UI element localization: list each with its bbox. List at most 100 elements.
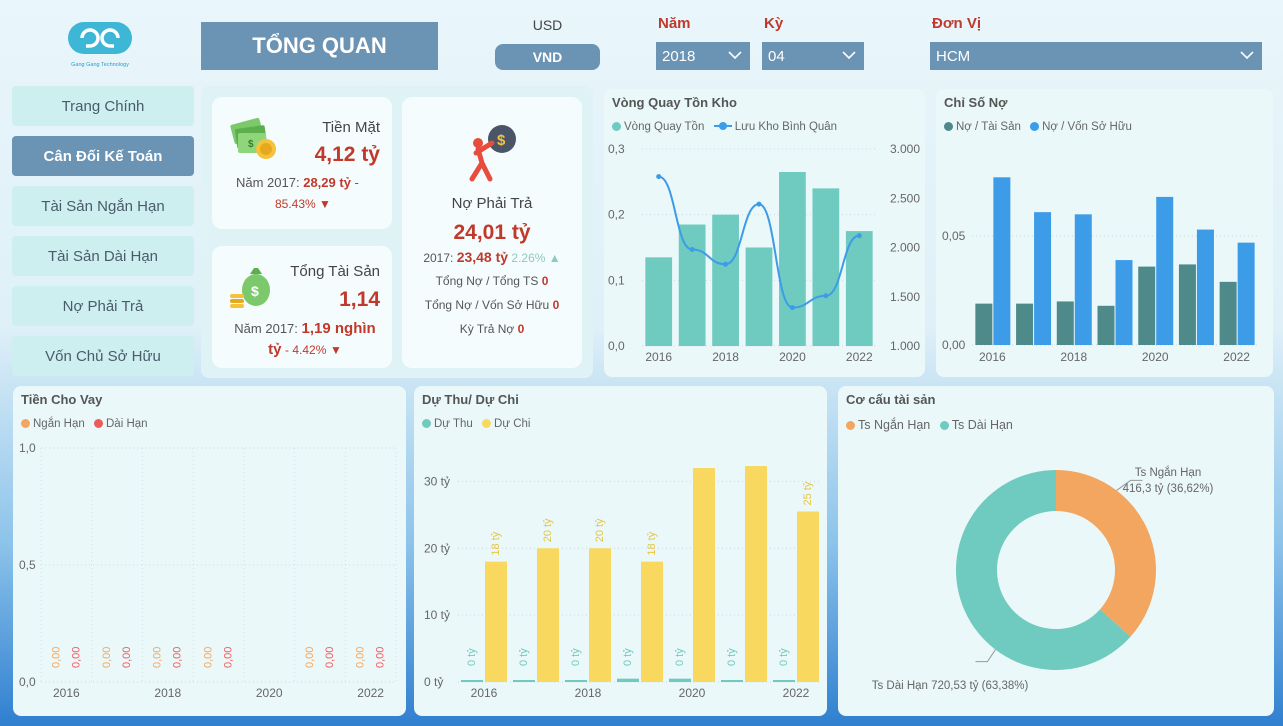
x-tick-label: 2022 bbox=[1223, 350, 1250, 364]
data-label: 0,00 bbox=[172, 647, 184, 668]
asset-structure-card: Cơ cấu tài sản Ts Ngắn Hạn Ts Dài Hạn Ts… bbox=[838, 386, 1274, 716]
chevron-down-icon bbox=[728, 51, 742, 60]
bar bbox=[461, 679, 483, 682]
bar bbox=[537, 548, 559, 682]
ratio-payment-period-value: 0 bbox=[517, 322, 525, 336]
chart-title: Vòng Quay Tồn Kho bbox=[612, 95, 737, 110]
down-arrow-icon: ▼ bbox=[330, 343, 342, 357]
bar bbox=[975, 303, 993, 345]
data-label: 0,00 bbox=[50, 647, 62, 668]
bar bbox=[641, 561, 663, 682]
asset-structure-chart: Ts Ngắn Hạn 416,3 tỷ (36,62%) Ts Dài Hạn 7… bbox=[872, 466, 1214, 692]
bar bbox=[812, 188, 840, 346]
y2-tick-label: 2.500 bbox=[890, 191, 920, 205]
legend-dot bbox=[422, 419, 431, 428]
revenue-expense-chart: 0 tỷ 10 tỷ 20 tỷ 30 tỷ 0 tỷ 0 tỷ 0 tỷ 0 tỷ 0 tỷ 0… bbox=[424, 466, 822, 700]
logo: Gang Gang Technology bbox=[60, 18, 140, 74]
x-tick-label: 2018 bbox=[575, 686, 602, 700]
nav-can-doi-ke-toan[interactable]: Cân Đối Kế Toán bbox=[12, 136, 194, 176]
debt-burden-icon: $ bbox=[469, 125, 516, 182]
data-label: 0,00 bbox=[152, 647, 164, 668]
nav-tai-san-dai-han[interactable]: Tài Sản Dài Hạn bbox=[12, 236, 194, 276]
legend-label: Nợ / Tài Sản bbox=[956, 121, 1021, 133]
bar bbox=[1156, 196, 1174, 345]
ratio-debt-equity: Tổng Nợ / Vốn Sở Hữu 0 bbox=[402, 298, 582, 312]
currency-usd-option[interactable]: USD bbox=[532, 17, 563, 33]
data-label: 0 tỷ bbox=[726, 648, 738, 666]
cash-change-line: 85.43% ▼ bbox=[275, 197, 331, 211]
line-point bbox=[789, 305, 795, 311]
debt-ratio-chart: 0,00 0,05 2016 2018 2020 2022 bbox=[942, 177, 1257, 364]
year-select[interactable]: 2018 bbox=[656, 42, 750, 70]
line-point bbox=[723, 261, 729, 267]
y-tick-label: 0,0 bbox=[608, 339, 625, 353]
period-label: Kỳ bbox=[764, 15, 784, 32]
nav-no-phai-tra[interactable]: Nợ Phải Trả bbox=[12, 286, 194, 326]
logo-text: Gang Gang Technology bbox=[71, 62, 129, 68]
legend-label: Vòng Quay Tồn bbox=[624, 121, 705, 133]
period-select[interactable]: 04 bbox=[762, 42, 864, 70]
bar bbox=[678, 224, 706, 346]
nav-tai-san-ngan-han[interactable]: Tài Sản Ngắn Hạn bbox=[12, 186, 194, 226]
currency-vnd-button[interactable]: VND bbox=[495, 44, 600, 70]
unit-select[interactable]: HCM bbox=[930, 42, 1262, 70]
svg-text:$: $ bbox=[248, 139, 254, 150]
inventory-turnover-card: Vòng Quay Tồn Kho Vòng Quay Tồn Lưu Kho … bbox=[604, 89, 925, 377]
legend-dot bbox=[612, 122, 621, 131]
page-title: TỔNG QUAN bbox=[201, 22, 438, 70]
nav-trang-chinh[interactable]: Trang Chính bbox=[12, 86, 194, 126]
cash-value: 4,12 tỷ bbox=[314, 143, 380, 166]
legend-label: Dài Hạn bbox=[106, 418, 148, 430]
x-tick-label: 2020 bbox=[256, 686, 283, 700]
x-tick-label: 2018 bbox=[1060, 350, 1087, 364]
bar bbox=[1097, 305, 1115, 345]
payables-card: $ Nợ Phải Trả 24,01 tỷ 2017: 23,48 tỷ 2.… bbox=[402, 97, 582, 368]
bar bbox=[485, 561, 507, 682]
y2-tick-label: 2.000 bbox=[890, 241, 920, 255]
bar bbox=[1178, 264, 1196, 345]
data-label: 0 tỷ bbox=[466, 648, 478, 666]
y-tick-label: 0,00 bbox=[942, 338, 966, 352]
y-tick-label: 0,0 bbox=[19, 675, 36, 689]
ratio-debt-assets: Tổng Nợ / Tổng TS 0 bbox=[402, 274, 582, 288]
y-tick-label: 10 tỷ bbox=[424, 608, 450, 622]
cash-dash: - bbox=[354, 175, 359, 190]
y-tick-label: 30 tỷ bbox=[424, 474, 450, 488]
data-label: 0,00 bbox=[121, 647, 133, 668]
y-tick-label: 20 tỷ bbox=[424, 541, 450, 555]
data-label: 0 tỷ bbox=[778, 648, 790, 666]
down-arrow-icon: ▼ bbox=[319, 197, 331, 211]
cash-prev-line: Năm 2017: 28,29 tỷ - bbox=[236, 175, 359, 190]
slice-value-label: 416,3 tỷ (36,62%) bbox=[1123, 483, 1214, 495]
nav-von-chu-so-huu[interactable]: Vốn Chủ Sở Hữu bbox=[12, 336, 194, 376]
y-tick-label: 0 tỷ bbox=[424, 675, 443, 689]
unit-label: Đơn Vị bbox=[932, 15, 981, 32]
x-tick-label: 2020 bbox=[1142, 350, 1169, 364]
x-tick-label: 2016 bbox=[979, 350, 1006, 364]
chevron-down-icon bbox=[1240, 51, 1254, 60]
revenue-expense-card: Dự Thu/ Dự Chi Dự Thu Dự Chi 0 tỷ 10 tỷ 20… bbox=[414, 386, 827, 716]
chart-legend: Dự Thu Dự Chi bbox=[422, 418, 536, 430]
data-label: 0,00 bbox=[101, 647, 113, 668]
bar bbox=[565, 679, 587, 682]
bar bbox=[1219, 281, 1237, 345]
chart-legend: Ts Ngắn Hạn Ts Dài Hạn bbox=[846, 418, 1019, 432]
line-point bbox=[856, 233, 862, 239]
ratio-debt-assets-label: Tổng Nợ / Tổng TS bbox=[435, 274, 539, 288]
chart-legend: Vòng Quay Tồn Lưu Kho Bình Quân bbox=[612, 121, 843, 133]
payables-change: 2.26% bbox=[511, 251, 546, 265]
payables-value: 24,01 tỷ bbox=[453, 221, 531, 244]
cash-prev-value: 28,29 tỷ bbox=[303, 175, 351, 190]
y-tick-label: 0,1 bbox=[608, 273, 625, 287]
money-stack-icon: $ bbox=[230, 117, 276, 159]
data-label: 20 tỷ bbox=[594, 518, 606, 542]
x-tick-label: 2018 bbox=[712, 350, 739, 364]
x-tick-label: 2020 bbox=[679, 686, 706, 700]
y-tick-label: 0,2 bbox=[608, 208, 625, 222]
data-label: 0,00 bbox=[324, 647, 336, 668]
ratio-debt-equity-label: Tổng Nợ / Vốn Sở Hữu bbox=[424, 298, 550, 312]
payables-prev-value: 23,48 tỷ bbox=[456, 249, 509, 265]
cash-prev-label: Năm 2017: bbox=[236, 175, 300, 190]
ratio-payment-period-label: Kỳ Trả Nợ bbox=[459, 322, 515, 336]
bar bbox=[845, 231, 873, 346]
